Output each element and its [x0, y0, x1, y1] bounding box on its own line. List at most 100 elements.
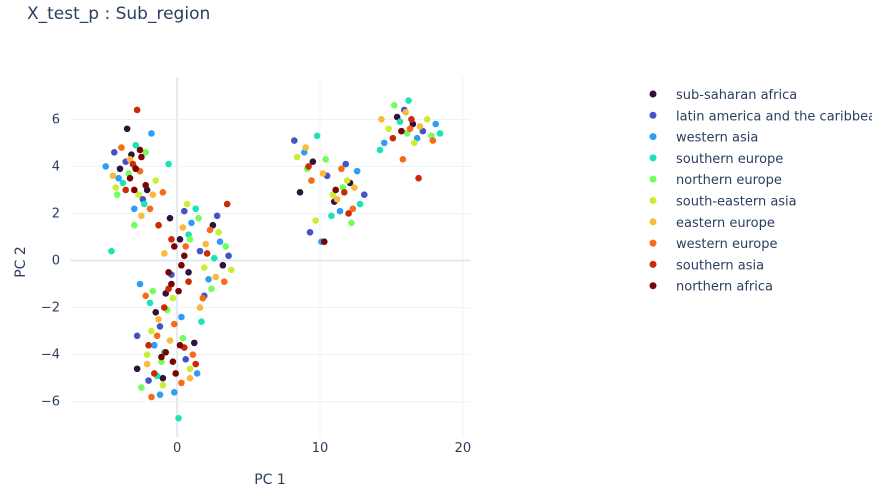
- data-point[interactable]: [155, 316, 162, 323]
- data-point[interactable]: [313, 132, 321, 140]
- data-point[interactable]: [143, 351, 151, 358]
- data-point[interactable]: [116, 165, 124, 173]
- data-point[interactable]: [185, 268, 192, 276]
- data-point[interactable]: [188, 219, 195, 227]
- data-point[interactable]: [333, 196, 341, 203]
- data-point[interactable]: [143, 360, 151, 368]
- data-point[interactable]: [225, 252, 232, 260]
- data-point[interactable]: [160, 250, 168, 257]
- data-point[interactable]: [219, 261, 227, 269]
- data-point[interactable]: [398, 127, 405, 135]
- data-point[interactable]: [348, 219, 355, 227]
- data-point[interactable]: [186, 365, 194, 373]
- data-point[interactable]: [182, 243, 190, 250]
- data-point[interactable]: [196, 247, 204, 255]
- data-point[interactable]: [210, 254, 218, 262]
- data-point[interactable]: [138, 212, 145, 220]
- legend-item[interactable]: northern africa: [649, 280, 773, 295]
- data-point[interactable]: [156, 391, 164, 398]
- data-point[interactable]: [380, 139, 388, 147]
- data-point[interactable]: [390, 101, 398, 109]
- data-point[interactable]: [322, 156, 330, 163]
- data-point[interactable]: [200, 264, 208, 271]
- data-point[interactable]: [183, 200, 191, 208]
- data-point[interactable]: [182, 356, 190, 363]
- data-point[interactable]: [175, 287, 182, 295]
- data-point[interactable]: [153, 332, 161, 340]
- legend-item[interactable]: northern europe: [649, 173, 782, 188]
- data-point[interactable]: [159, 381, 167, 389]
- data-point[interactable]: [192, 205, 200, 213]
- legend-item[interactable]: eastern europe: [649, 216, 775, 231]
- data-point[interactable]: [145, 377, 152, 384]
- data-point[interactable]: [205, 276, 212, 283]
- data-point[interactable]: [432, 120, 440, 128]
- data-point[interactable]: [306, 228, 314, 236]
- legend-item[interactable]: sub-saharan africa: [649, 88, 798, 103]
- data-point[interactable]: [133, 106, 141, 114]
- data-point[interactable]: [123, 125, 131, 133]
- data-point[interactable]: [410, 139, 418, 147]
- data-point[interactable]: [152, 177, 160, 184]
- data-point[interactable]: [385, 125, 392, 133]
- data-point[interactable]: [328, 212, 335, 220]
- data-point[interactable]: [190, 339, 198, 347]
- data-point[interactable]: [169, 358, 177, 366]
- data-point[interactable]: [148, 130, 155, 137]
- data-point[interactable]: [156, 323, 164, 330]
- data-point[interactable]: [132, 141, 140, 149]
- data-point[interactable]: [130, 186, 138, 194]
- data-point[interactable]: [138, 384, 145, 391]
- data-point[interactable]: [118, 144, 125, 151]
- data-point[interactable]: [396, 118, 404, 126]
- legend-item[interactable]: latin america and the caribbean: [649, 109, 872, 124]
- data-point[interactable]: [170, 243, 178, 250]
- data-point[interactable]: [308, 177, 315, 184]
- data-point[interactable]: [198, 318, 205, 326]
- data-point[interactable]: [110, 148, 118, 156]
- data-point[interactable]: [172, 370, 180, 377]
- data-point[interactable]: [212, 273, 220, 281]
- legend-item[interactable]: western europe: [649, 237, 778, 252]
- data-point[interactable]: [342, 160, 350, 168]
- data-point[interactable]: [115, 174, 122, 182]
- data-point[interactable]: [178, 261, 185, 269]
- data-point[interactable]: [319, 170, 327, 177]
- data-point[interactable]: [180, 252, 188, 260]
- data-point[interactable]: [170, 320, 178, 328]
- data-point[interactable]: [109, 172, 117, 180]
- data-point[interactable]: [320, 238, 328, 246]
- data-point[interactable]: [142, 181, 150, 189]
- data-point[interactable]: [406, 125, 414, 133]
- data-point[interactable]: [399, 156, 407, 163]
- data-point[interactable]: [168, 236, 175, 243]
- data-point[interactable]: [113, 191, 121, 198]
- data-point[interactable]: [170, 388, 178, 396]
- data-point[interactable]: [203, 250, 211, 257]
- data-point[interactable]: [336, 207, 344, 215]
- data-point[interactable]: [376, 146, 384, 154]
- data-point[interactable]: [345, 210, 352, 217]
- data-point[interactable]: [402, 108, 410, 116]
- data-point[interactable]: [159, 374, 167, 382]
- data-point[interactable]: [150, 370, 158, 377]
- data-point[interactable]: [312, 217, 320, 224]
- data-point[interactable]: [175, 414, 182, 422]
- data-point[interactable]: [416, 123, 424, 130]
- data-point[interactable]: [148, 327, 155, 335]
- data-point[interactable]: [138, 153, 145, 161]
- data-point[interactable]: [332, 186, 340, 194]
- legend-item[interactable]: south-eastern asia: [649, 195, 797, 210]
- data-point[interactable]: [349, 205, 357, 213]
- data-point[interactable]: [343, 177, 351, 184]
- data-point[interactable]: [222, 243, 230, 250]
- data-point[interactable]: [102, 163, 110, 170]
- data-point[interactable]: [146, 299, 154, 307]
- data-point[interactable]: [162, 348, 170, 356]
- data-point[interactable]: [122, 186, 130, 194]
- data-point[interactable]: [126, 174, 134, 182]
- data-point[interactable]: [176, 236, 184, 243]
- data-point[interactable]: [142, 292, 150, 300]
- data-point[interactable]: [155, 221, 162, 229]
